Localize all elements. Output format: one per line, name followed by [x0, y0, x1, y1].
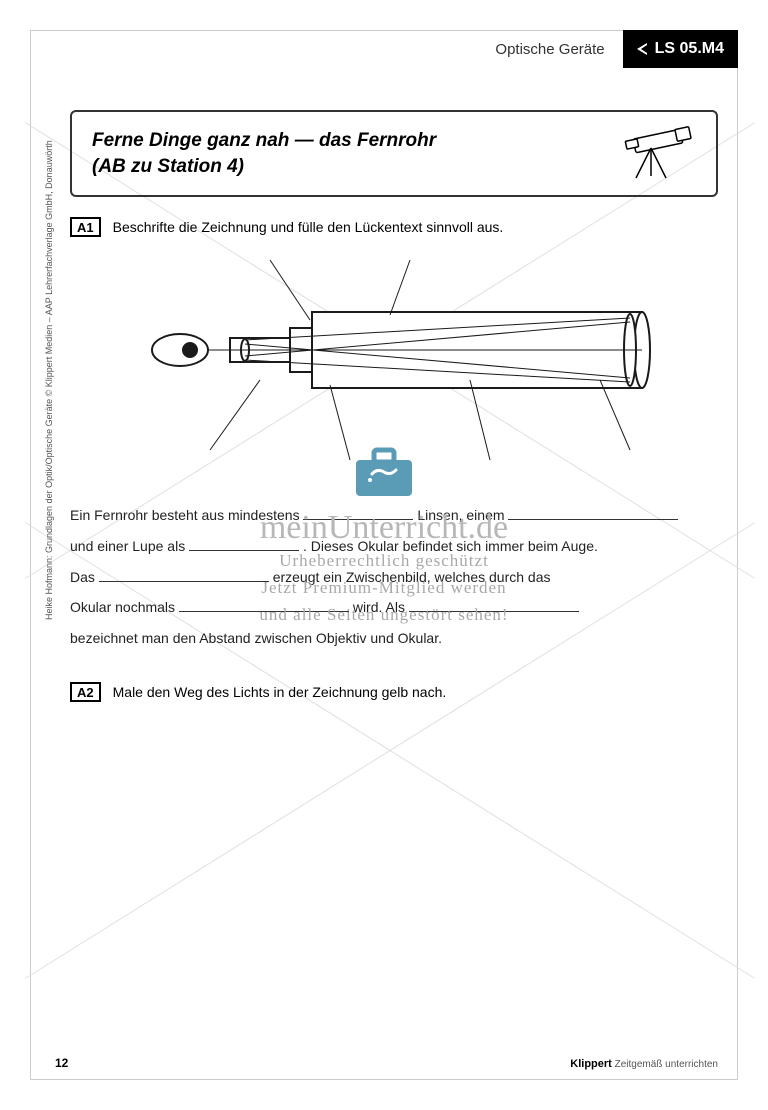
- task-text-a2: Male den Weg des Lichts in der Zeichnung…: [113, 682, 447, 703]
- arrow-left-icon: [637, 43, 647, 55]
- telescope-diagram: [70, 250, 718, 480]
- task-a1: A1 Beschrifte die Zeichnung und fülle de…: [70, 217, 718, 238]
- footer-brand-bold: Klippert: [570, 1058, 612, 1070]
- cloze-seg: erzeugt ein Zwischenbild, welches durch …: [273, 569, 551, 585]
- page-number: 12: [55, 1056, 68, 1070]
- blank-field[interactable]: [179, 598, 349, 612]
- blank-field[interactable]: [409, 598, 579, 612]
- blank-field[interactable]: [508, 506, 678, 520]
- blank-field[interactable]: [99, 568, 269, 582]
- title-box: Ferne Dinge ganz nah — das Fernrohr (AB …: [70, 110, 718, 197]
- title-line2: (AB zu Station 4): [92, 156, 244, 177]
- cloze-seg: und einer Lupe als: [70, 538, 185, 554]
- task-a2: A2 Male den Weg des Lichts in der Zeichn…: [70, 682, 718, 703]
- cloze-seg: Das: [70, 569, 95, 585]
- task-badge-a2: A2: [70, 682, 101, 702]
- cloze-seg: Ein Fernrohr besteht aus mindestens: [70, 507, 300, 523]
- cloze-seg: Okular nochmals: [70, 599, 175, 615]
- header-code-text: LS 05.M4: [655, 40, 724, 58]
- cloze-seg: wird. Als: [353, 599, 405, 615]
- title-line1: Ferne Dinge ganz nah — das Fernrohr: [92, 130, 436, 151]
- page-header: Optische Geräte LS 05.M4: [30, 30, 738, 68]
- footer-brand-rest: Zeitgemäß unterrichten: [612, 1059, 718, 1070]
- task-badge-a1: A1: [70, 217, 101, 237]
- cloze-seg: . Dieses Okular befindet sich immer beim…: [303, 538, 598, 554]
- blank-field[interactable]: [189, 537, 299, 551]
- content-area: Ferne Dinge ganz nah — das Fernrohr (AB …: [70, 110, 718, 715]
- header-section-label: Optische Geräte: [477, 30, 622, 68]
- cloze-seg: bezeichnet man den Abstand zwischen Obje…: [70, 630, 442, 646]
- cloze-text: Ein Fernrohr besteht aus mindestens Lins…: [70, 500, 718, 654]
- header-code-badge: LS 05.M4: [623, 30, 738, 68]
- worksheet-title: Ferne Dinge ganz nah — das Fernrohr (AB …: [92, 128, 436, 179]
- task-text-a1: Beschrifte die Zeichnung und fülle den L…: [113, 217, 504, 238]
- footer-brand: Klippert Zeitgemäß unterrichten: [570, 1058, 718, 1070]
- cloze-seg: Linsen, einem: [417, 507, 504, 523]
- side-credit: Heike Hofmann: Grundlagen der Optik/Opti…: [44, 140, 54, 620]
- blank-field[interactable]: [303, 506, 413, 520]
- telescope-icon: [616, 126, 696, 181]
